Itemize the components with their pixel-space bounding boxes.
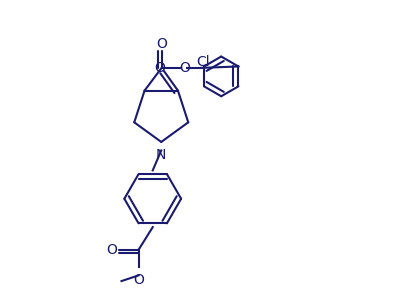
Text: O: O xyxy=(156,37,167,51)
Text: O: O xyxy=(178,61,189,75)
Text: O: O xyxy=(106,243,117,257)
Text: O: O xyxy=(133,273,144,287)
Text: O: O xyxy=(154,61,164,75)
Text: N: N xyxy=(156,148,166,162)
Text: Cl: Cl xyxy=(196,55,209,69)
